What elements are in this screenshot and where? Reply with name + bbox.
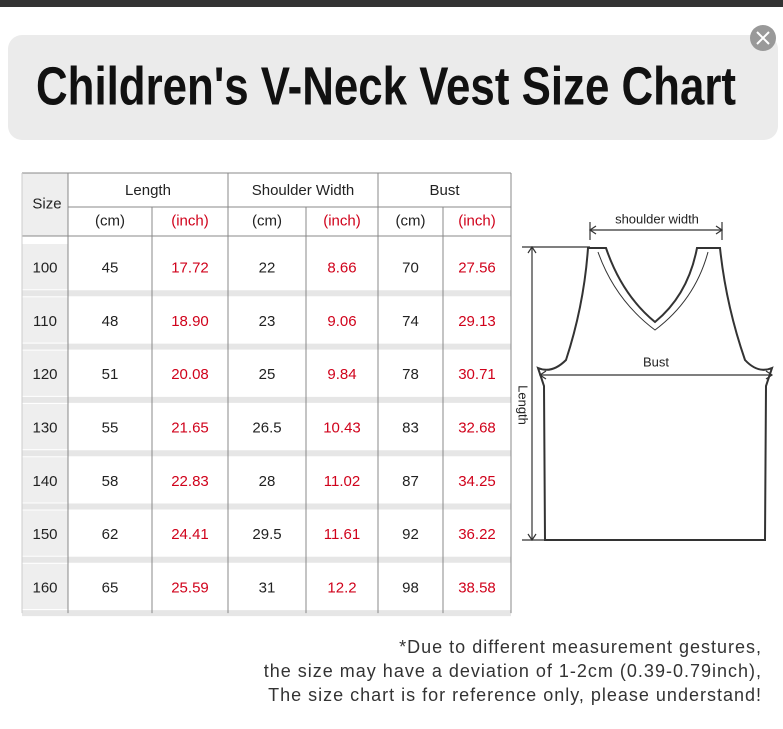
note-line: *Due to different measurement gestures, [399, 637, 762, 657]
cell: 62 [102, 526, 119, 543]
size-header-cell [22, 173, 68, 236]
cell: 51 [102, 366, 119, 383]
size-header: Size [32, 195, 61, 212]
cell: 11.61 [324, 526, 360, 543]
top-bar [0, 0, 783, 7]
size-cell [22, 510, 68, 556]
cell: 110 [33, 313, 57, 330]
group-header: Bust [429, 182, 460, 199]
cell: 24.41 [171, 526, 209, 543]
cell: 58 [102, 473, 119, 490]
shoulder-label: shoulder width [615, 211, 699, 226]
cell: 29.5 [252, 526, 281, 543]
group-header: Shoulder Width [252, 182, 355, 199]
cell: 31 [259, 579, 276, 596]
cell: 8.66 [327, 260, 356, 277]
title: Children's V-Neck Vest Size Chart [36, 56, 736, 116]
cell: 92 [402, 526, 419, 543]
cell: 83 [402, 420, 419, 437]
close-button[interactable] [750, 25, 776, 51]
cell: 11.02 [324, 473, 360, 490]
size-cell [22, 350, 68, 396]
unit-header: (cm) [396, 212, 426, 229]
cell: 78 [402, 366, 419, 383]
size-cell [22, 457, 68, 503]
cell: 28 [259, 473, 276, 490]
note-line: the size may have a deviation of 1-2cm (… [264, 661, 762, 681]
cell: 140 [32, 473, 57, 490]
cell: 20.08 [171, 366, 209, 383]
unit-header: (cm) [252, 212, 282, 229]
cell: 23 [259, 313, 276, 330]
group-header: Length [125, 182, 171, 199]
cell: 70 [402, 260, 419, 277]
unit-header: (inch) [458, 212, 496, 229]
title-box [8, 35, 778, 140]
cell: 9.84 [327, 366, 356, 383]
cell: 55 [102, 420, 119, 437]
unit-header: (inch) [323, 212, 361, 229]
cell: 87 [402, 473, 419, 490]
cell: 65 [102, 579, 119, 596]
length-label: Length [516, 385, 531, 425]
cell: 120 [32, 366, 57, 383]
cell: 22.83 [171, 473, 209, 490]
bust-label: Bust [643, 354, 669, 369]
cell: 100 [32, 260, 57, 277]
cell: 17.72 [171, 260, 209, 277]
cell: 21.65 [171, 420, 209, 437]
cell: 25 [259, 366, 276, 383]
cell: 26.5 [252, 420, 281, 437]
cell: 130 [32, 420, 57, 437]
cell: 48 [102, 313, 119, 330]
cell: 150 [32, 526, 57, 543]
cell: 9.06 [327, 313, 356, 330]
cell: 18.90 [171, 313, 209, 330]
size-cell [22, 244, 68, 290]
size-cell [22, 403, 68, 450]
cell: 10.43 [323, 420, 361, 437]
note: *Due to different measurement gestures, t… [264, 637, 762, 705]
cell: 74 [402, 313, 419, 330]
cell: 34.25 [458, 473, 496, 490]
cell: 22 [259, 260, 276, 277]
cell: 29.13 [458, 313, 496, 330]
unit-header: (cm) [95, 212, 125, 229]
size-cell [22, 297, 68, 343]
unit-header: (inch) [171, 212, 209, 229]
cell: 38.58 [458, 579, 496, 596]
cell: 32.68 [458, 420, 496, 437]
cell: 160 [32, 579, 57, 596]
size-cell [22, 563, 68, 610]
cell: 30.71 [458, 366, 496, 383]
vest-diagram [522, 222, 774, 542]
cell: 45 [102, 260, 119, 277]
cell: 25.59 [171, 579, 209, 596]
cell: 27.56 [458, 260, 496, 277]
cell: 12.2 [327, 579, 356, 596]
note-line: The size chart is for reference only, pl… [268, 685, 762, 705]
cell: 36.22 [458, 526, 496, 543]
cell: 98 [402, 579, 419, 596]
